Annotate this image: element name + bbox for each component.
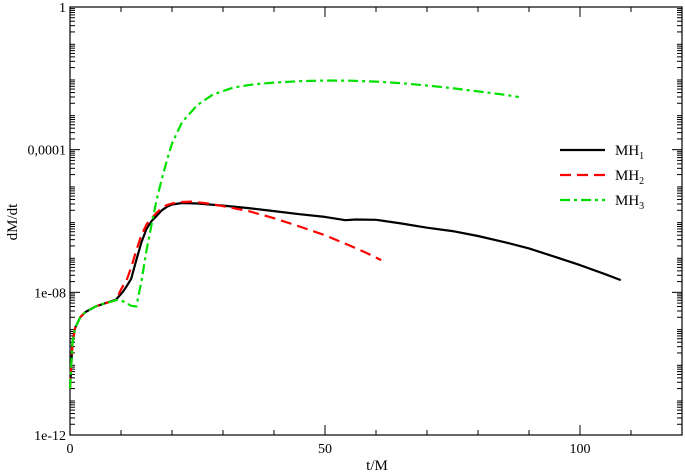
legend-label-text: MH [615,143,639,159]
x-tick-label: 100 [570,442,591,457]
plot-frame [69,6,683,436]
x-tick-label: 0 [67,442,74,457]
legend-label-text: MH [615,168,639,184]
y-tick-label: 1e-12 [34,429,66,444]
x-axis-label: t/M [366,458,388,473]
x-tick-label: 50 [318,442,332,457]
legend-label-subscript: 2 [639,176,644,187]
legend-label-text: MH [615,193,639,209]
series-lines [68,79,622,389]
y-tick-label: 0,0001 [28,144,67,159]
legend-label-mh1: MH1 [615,143,644,162]
y-tick-label: 1e-08 [34,286,66,301]
y-tick-label: 1 [59,1,66,16]
series-line-mh1 [68,201,622,389]
legend-label-subscript: 1 [639,151,644,162]
y-axis-label: dM/dt [5,203,21,241]
legend-label-mh2: MH2 [615,168,644,187]
series-line-mh3 [68,79,519,389]
legend-label-subscript: 3 [639,201,644,212]
axes: 0 50 100 1e-12 1e-08 0,0001 1 [28,1,683,457]
legend-label-mh3: MH3 [615,193,644,212]
series-line-mh2 [68,200,382,389]
